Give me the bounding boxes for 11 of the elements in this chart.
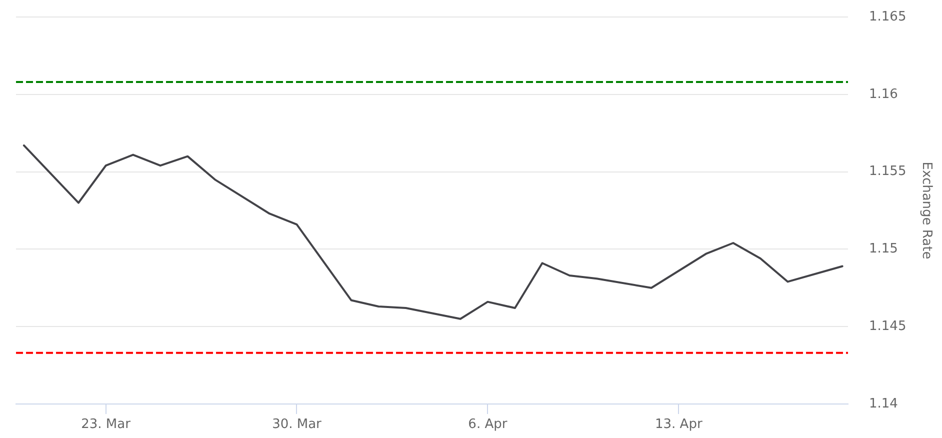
y-tick-label: 1.16 — [869, 86, 898, 102]
y-axis-title: Exchange Rate — [918, 162, 934, 260]
x-tick-label: 23. Mar — [81, 417, 132, 432]
y-tick-label: 1.15 — [869, 242, 898, 257]
y-tick-label: 1.155 — [869, 164, 906, 180]
y-tick-label: 1.165 — [869, 9, 906, 24]
x-tick-label: 6. Apr — [468, 417, 508, 432]
x-tick-label: 30. Mar — [272, 417, 322, 432]
y-tick-label: 1.145 — [869, 318, 906, 334]
x-tick-label: 13. Apr — [654, 417, 703, 432]
y-tick-label: 1.14 — [869, 396, 898, 412]
